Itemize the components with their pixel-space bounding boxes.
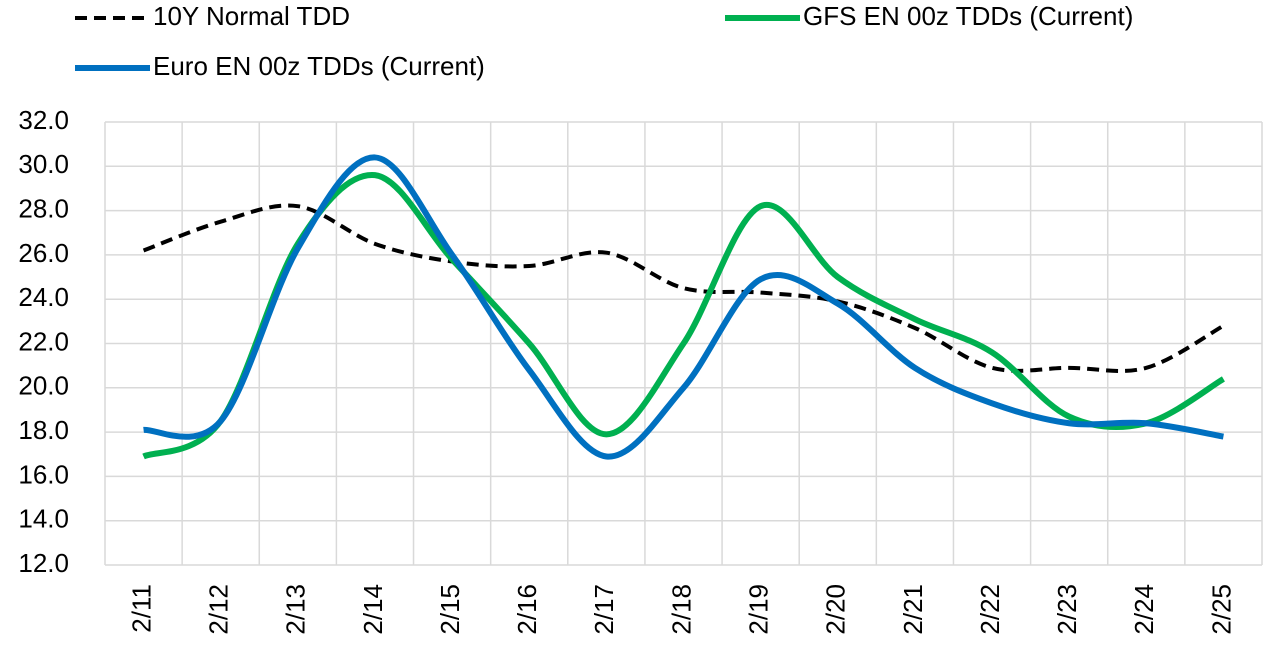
series-line (142, 172, 1225, 460)
y-tick-label: 20.0 (18, 371, 69, 401)
legend-label: 10Y Normal TDD (153, 1, 350, 31)
x-tick-label: 2/25 (1206, 584, 1236, 635)
x-tick-label: 2/23 (1052, 584, 1082, 635)
x-tick-label: 2/19 (744, 584, 774, 635)
y-tick-label: 24.0 (18, 282, 69, 312)
legend-label: GFS EN 00z TDDs (Current) (803, 1, 1133, 31)
x-tick-label: 2/15 (435, 584, 465, 635)
y-tick-label: 16.0 (18, 459, 69, 489)
x-tick-label: 2/21 (898, 584, 928, 635)
x-tick-label: 2/22 (975, 584, 1005, 635)
y-tick-label: 12.0 (18, 548, 69, 578)
x-tick-label: 2/17 (589, 584, 619, 635)
series-line (143, 154, 1224, 460)
x-tick-label: 2/18 (666, 584, 696, 635)
x-tick-label: 2/12 (204, 584, 234, 635)
y-tick-label: 28.0 (18, 193, 69, 223)
x-tick-label: 2/11 (126, 584, 156, 633)
y-tick-label: 32.0 (18, 105, 69, 135)
y-tick-label: 26.0 (18, 238, 69, 268)
x-tick-label: 2/20 (821, 584, 851, 635)
x-tick-label: 2/24 (1129, 584, 1159, 635)
legend-label: Euro EN 00z TDDs (Current) (153, 51, 485, 81)
y-tick-label: 22.0 (18, 326, 69, 356)
y-tick-label: 30.0 (18, 149, 69, 179)
series-line (142, 203, 1225, 373)
x-tick-label: 2/13 (281, 584, 311, 635)
x-tick-label: 2/14 (358, 584, 388, 635)
x-tick-label: 2/16 (512, 584, 542, 635)
y-tick-label: 18.0 (18, 415, 69, 445)
y-tick-label: 14.0 (18, 504, 69, 534)
